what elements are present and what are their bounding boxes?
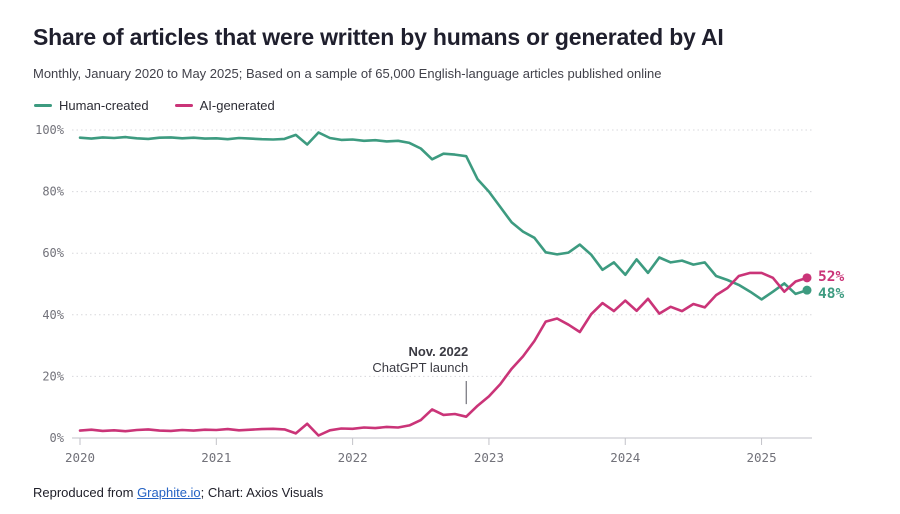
graphite-link[interactable]: Graphite.io [137,485,201,500]
line-chart: 0% 20% 40% 60% 80% 100% 2020 2021 2022 2023 2024 20… [35,123,844,465]
y-tick-label: 20% [42,369,64,383]
annotation-title: Nov. 2022 [408,344,468,359]
legend-label-human-created: Human-created [59,98,149,113]
chart-subtitle: Monthly, January 2020 to May 2025; Based… [33,66,662,81]
legend-item-human-created: Human-created [34,98,149,113]
legend-swatch-human-icon [34,104,52,107]
y-tick-label: 0% [50,431,65,445]
source-suffix: ; Chart: Axios Visuals [200,485,324,500]
human-created-line [78,131,809,301]
x-tick-label: 2025 [747,450,777,465]
y-tick-label: 60% [42,246,64,260]
y-tick-label: 100% [35,123,65,137]
x-tick-label: 2024 [610,450,640,465]
legend-swatch-ai-icon [174,104,193,107]
human-created-end-dot [802,285,812,295]
legend-label-ai-generated: AI-generated [199,98,275,113]
legend-item-ai-generated: AI-generated [174,98,275,113]
ai-generated-end-dot [802,273,812,283]
x-tick-label: 2020 [65,450,95,465]
y-tick-label: 40% [42,308,64,322]
x-tick-label: 2023 [474,450,504,465]
chart-source: Reproduced from Graphite.io; Chart: Axio… [33,485,323,500]
x-tick-label: 2021 [201,450,231,465]
legend: Human-created AI-generated [34,98,275,113]
y-tick-label: 80% [42,185,64,199]
annotation-text: ChatGPT launch [372,360,468,375]
ai-generated-line [78,271,809,437]
x-tick-label: 2022 [338,450,368,465]
human-created-end-label: 48% [818,286,844,302]
source-prefix: Reproduced from [33,485,138,500]
ai-generated-end-label: 52% [818,269,844,285]
chart-title: Share of articles that were written by h… [33,24,724,50]
